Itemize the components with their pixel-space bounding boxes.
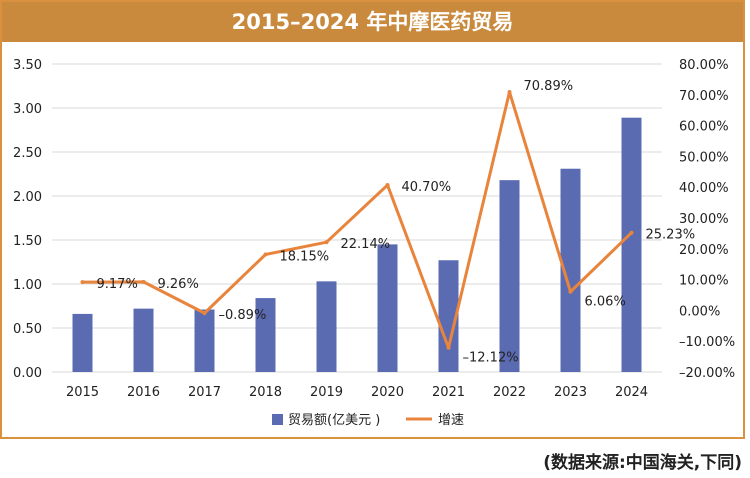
y-left-tick-label: 3.50 — [13, 58, 42, 73]
y-left-tick-label: 0.50 — [13, 322, 42, 337]
growth-data-label: 22.14% — [341, 237, 391, 252]
y-right-tick-label: 10.00% — [679, 274, 729, 289]
y-left-tick-label: 2.00 — [13, 190, 42, 205]
growth-point — [568, 289, 573, 294]
growth-data-label: 18.15% — [280, 249, 330, 264]
chart-title: 2015–2024 年中摩医药贸易 — [2, 2, 743, 42]
y-right-tick-label: 30.00% — [679, 212, 729, 227]
x-tick-label: 2017 — [188, 385, 221, 400]
growth-line — [82, 90, 633, 350]
y-right-tick-label: 40.00% — [679, 181, 729, 196]
growth-data-label: –12.12% — [463, 351, 519, 366]
bar — [72, 313, 93, 372]
growth-point — [629, 230, 634, 235]
x-tick-label: 2016 — [127, 385, 160, 400]
growth-data-label: –0.89% — [219, 308, 267, 323]
bar — [621, 117, 642, 373]
bar — [560, 168, 581, 372]
y-left-tick-label: 1.00 — [13, 278, 42, 293]
growth-data-label: 40.70% — [402, 180, 452, 195]
y-left-tick-label: 3.00 — [13, 102, 42, 117]
growth-point — [80, 280, 85, 285]
bar — [499, 180, 520, 372]
growth-point — [446, 345, 451, 350]
x-tick-label: 2018 — [249, 385, 282, 400]
growth-point — [141, 279, 146, 284]
x-tick-label: 2020 — [371, 385, 404, 400]
y-right-tick-label: –20.00% — [679, 366, 735, 381]
bar — [133, 308, 154, 372]
bar — [194, 309, 215, 372]
legend-label-bar: 贸易额(亿美元 ) — [288, 413, 380, 428]
x-tick-label: 2021 — [432, 385, 465, 400]
growth-data-label: 6.06% — [585, 295, 626, 310]
y-right-tick-label: 60.00% — [679, 120, 729, 135]
growth-point — [324, 240, 329, 245]
x-tick-label: 2022 — [493, 385, 526, 400]
y-left-tick-label: 2.50 — [13, 146, 42, 161]
growth-data-label: 25.23% — [646, 228, 696, 243]
y-right-tick-label: –10.00% — [679, 335, 735, 350]
bar — [377, 244, 398, 372]
combo-chart: 9.17% 9.26% –0.89% 18.15% 22.14% 40.70% –12.12… — [13, 58, 735, 428]
y-left-tick-label: 1.50 — [13, 234, 42, 249]
growth-data-label: 70.89% — [524, 79, 574, 94]
x-tick-label: 2023 — [554, 385, 587, 400]
y-right-tick-label: 80.00% — [679, 58, 729, 73]
y-right-tick-label: 70.00% — [679, 89, 729, 104]
growth-point — [263, 252, 268, 257]
growth-point — [507, 90, 512, 95]
y-right-tick-label: 50.00% — [679, 150, 729, 165]
x-tick-label: 2015 — [66, 385, 99, 400]
y-left-tick-label: 0.00 — [13, 366, 42, 381]
growth-point — [202, 311, 207, 316]
y-right-tick-label: 0.00% — [679, 304, 720, 319]
bar — [438, 260, 459, 372]
growth-data-label: 9.17% — [97, 277, 138, 292]
growth-data-label: 9.26% — [158, 277, 199, 292]
legend-swatch-bar — [272, 414, 283, 425]
bar — [316, 281, 337, 372]
chart-frame: 2015–2024 年中摩医药贸易 9.17% 9.26% –0.89% 18.15%… — [0, 0, 745, 439]
bar — [255, 298, 276, 372]
x-tick-label: 2019 — [310, 385, 343, 400]
legend-label-line: 增速 — [438, 413, 464, 428]
y-right-tick-label: 20.00% — [679, 243, 729, 258]
source-note: (数据来源:中国海关,下同) — [543, 453, 742, 473]
x-tick-label: 2024 — [615, 385, 648, 400]
growth-point — [385, 183, 390, 188]
